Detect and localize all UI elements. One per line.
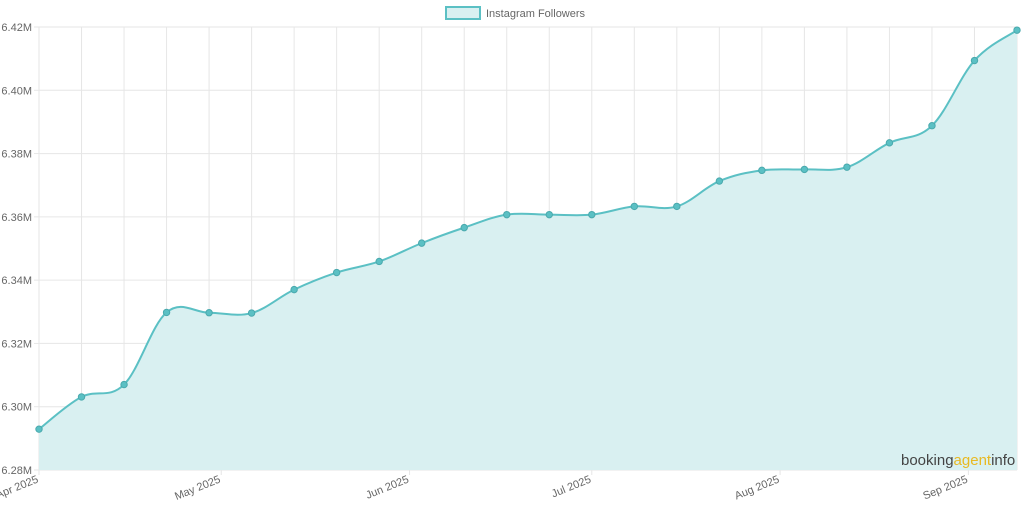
y-tick-label: 6.36M [1,212,32,224]
x-tick-label: Apr 2025 [0,474,40,502]
point-layer [35,26,1021,433]
legend-label-instagram-followers[interactable]: Instagram Followers [486,8,586,20]
x-tick-label: Jun 2025 [364,474,410,502]
data-point[interactable] [205,309,213,317]
svg-text:bookingagentinfo: bookingagentinfo [901,452,1015,469]
watermark-info: info [991,452,1015,469]
data-point[interactable] [120,380,128,389]
y-tick-label: 6.30M [1,402,32,414]
data-point[interactable] [332,268,341,277]
data-point[interactable] [375,257,383,266]
data-point[interactable] [1013,26,1021,34]
data-point[interactable] [715,177,724,185]
data-point[interactable] [290,285,298,294]
data-point[interactable] [417,239,426,247]
data-point[interactable] [460,223,468,232]
data-point[interactable] [35,425,43,433]
y-axis: 6.28M 6.30M 6.32M 6.34M 6.36M 6.38M 6.40M 6.42M [1,22,32,477]
y-tick-label: 6.28M [1,465,32,477]
watermark-booking: booking [901,452,954,469]
x-axis: Apr 2025 May 2025 Jun 2025 Jul 2025 Aug 2025… [0,474,970,503]
data-point[interactable] [503,210,511,219]
data-point[interactable] [588,210,596,219]
y-tick-label: 6.34M [1,275,32,287]
x-tick-label: Jul 2025 [550,474,593,501]
data-point[interactable] [545,210,553,219]
data-point[interactable] [247,309,256,317]
data-point[interactable] [885,139,894,147]
area-layer [38,29,1018,471]
data-point[interactable] [970,56,979,65]
x-tick-label: Aug 2025 [733,474,781,503]
booking-agent-info-watermark: bookingagentinfo [901,452,1015,469]
x-tick-label: May 2025 [173,474,222,503]
y-tick-label: 6.40M [1,85,32,97]
data-point[interactable] [800,165,809,174]
watermark-agent: agent [954,452,992,469]
data-point[interactable] [162,308,171,317]
y-tick-label: 6.42M [1,22,32,34]
y-tick-label: 6.38M [1,149,32,161]
series-line-instagram-followers [38,29,1018,430]
data-point[interactable] [630,202,639,211]
legend-swatch[interactable] [445,6,481,20]
data-point[interactable] [758,166,766,175]
data-point[interactable] [928,122,936,130]
data-point[interactable] [77,393,86,401]
legend[interactable]: Instagram Followers [445,6,586,20]
y-tick-label: 6.32M [1,338,32,350]
series-area-fill [39,30,1017,471]
x-tick-label: Sep 2025 [921,474,969,503]
data-point[interactable] [673,202,681,211]
data-point[interactable] [843,163,851,171]
